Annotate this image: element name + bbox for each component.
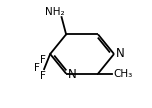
Text: NH₂: NH₂ xyxy=(45,7,64,17)
Text: CH₃: CH₃ xyxy=(113,69,133,79)
Text: F: F xyxy=(40,56,45,65)
Text: F: F xyxy=(34,63,39,73)
Text: F: F xyxy=(40,71,45,81)
Text: N: N xyxy=(116,47,125,60)
Text: N: N xyxy=(68,68,77,81)
